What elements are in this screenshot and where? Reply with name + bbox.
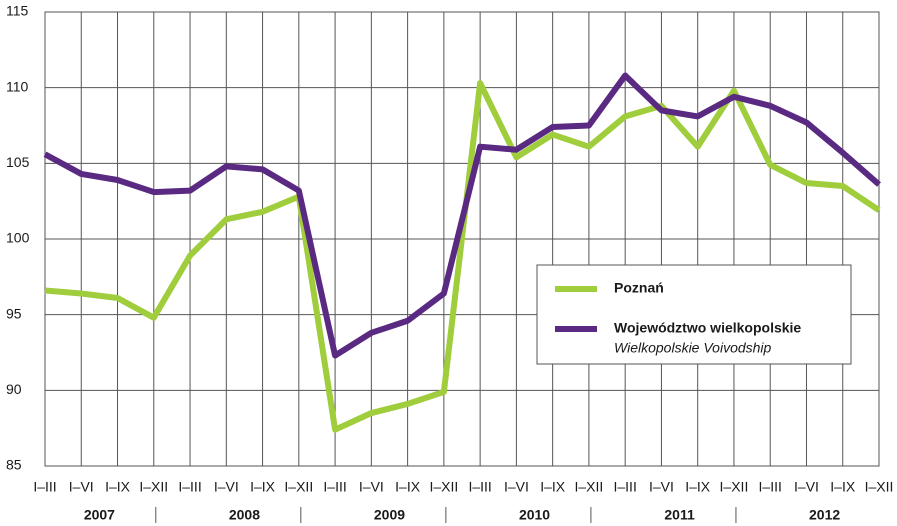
y-tick-label: 100: [6, 230, 30, 246]
x-tick-label: I–IX: [395, 479, 421, 495]
x-tick-label: I–XII: [720, 479, 749, 495]
x-tick-label: I–VI: [794, 479, 819, 495]
legend-label: Województwo wielkopolskie: [614, 320, 801, 336]
x-tick-label: I–III: [468, 479, 491, 495]
x-tick-label: I–XII: [139, 479, 168, 495]
year-label: 2010: [519, 507, 550, 523]
x-tick-label: I–VI: [504, 479, 529, 495]
year-label: 2012: [809, 507, 840, 523]
x-tick-label: I–IX: [830, 479, 856, 495]
y-tick-label: 115: [6, 3, 29, 19]
y-tick-label: 85: [6, 457, 22, 473]
x-tick-label: I–III: [33, 479, 56, 495]
x-tick-label: I–XII: [284, 479, 313, 495]
x-tick-label: I–IX: [685, 479, 711, 495]
y-tick-label: 110: [6, 78, 29, 94]
legend-label: Poznań: [614, 280, 664, 296]
x-tick-label: I–XII: [429, 479, 458, 495]
y-tick-label: 105: [6, 154, 30, 170]
x-tick-label: I–IX: [540, 479, 566, 495]
x-tick-label: I–III: [323, 479, 346, 495]
legend-box: [536, 264, 852, 365]
x-tick-label: I–III: [178, 479, 201, 495]
x-tick-label: I–VI: [214, 479, 239, 495]
x-tick-label: I–III: [613, 479, 636, 495]
x-tick-label: I–IX: [105, 479, 131, 495]
series-line: [43, 72, 881, 359]
year-label: 2007: [84, 507, 115, 523]
x-tick-label: I–VI: [359, 479, 384, 495]
y-tick-label: 95: [6, 305, 22, 321]
x-tick-label: I–VI: [649, 479, 674, 495]
y-tick-label: 90: [6, 381, 22, 397]
x-tick-label: I–XII: [575, 479, 604, 495]
legend-sublabel: Wielkopolskie Voivodship: [614, 340, 772, 356]
year-label: 2009: [374, 507, 405, 523]
x-tick-label: I–IX: [250, 479, 276, 495]
year-label: 2011: [664, 507, 695, 523]
series-line: [44, 80, 881, 433]
x-tick-label: I–XII: [865, 479, 894, 495]
year-label: 2008: [229, 507, 260, 523]
x-tick-label: I–III: [759, 479, 782, 495]
x-tick-label: I–VI: [69, 479, 94, 495]
